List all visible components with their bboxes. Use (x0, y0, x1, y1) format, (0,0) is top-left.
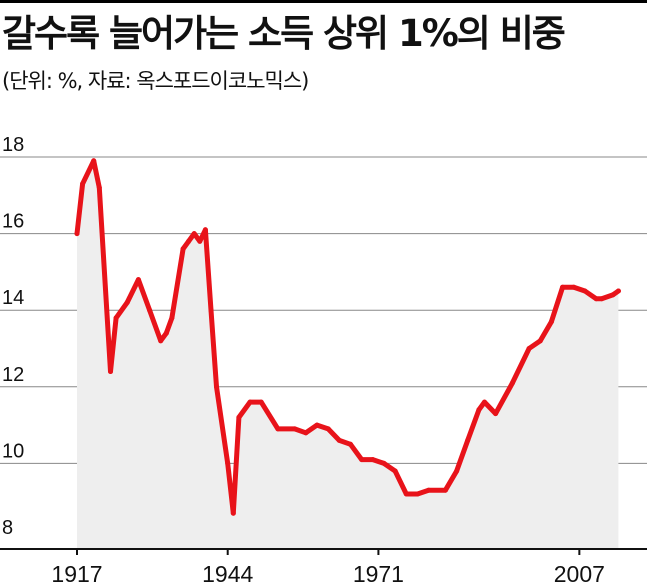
data-point (225, 460, 231, 466)
data-point (403, 491, 409, 497)
y-tick-label: 14 (2, 287, 24, 309)
chart-subtitle: (단위: %, 자료: 옥스포드이코노믹스) (2, 69, 309, 93)
data-point (91, 158, 97, 164)
data-point (236, 414, 242, 420)
y-tick-labels: 8 10 12 14 16 18 (2, 134, 24, 539)
data-point (442, 487, 448, 493)
data-point (381, 460, 387, 466)
data-point (465, 437, 471, 443)
data-point (197, 238, 203, 244)
data-point (303, 430, 309, 436)
data-point (191, 231, 197, 237)
data-point (348, 441, 353, 447)
data-point (108, 369, 113, 374)
data-point (247, 399, 253, 405)
data-point (96, 185, 102, 191)
data-point (392, 468, 398, 474)
data-point (599, 296, 605, 302)
data-point (292, 426, 298, 432)
data-point (325, 426, 331, 432)
x-tick-label: 1944 (202, 561, 253, 586)
data-point (124, 300, 130, 305)
x-tick-label: 1971 (353, 561, 404, 586)
data-point (80, 181, 86, 187)
data-point (426, 487, 432, 493)
data-point (202, 227, 208, 233)
data-point (415, 491, 420, 497)
data-point (454, 468, 460, 474)
data-point (314, 422, 320, 428)
data-point (582, 288, 588, 294)
data-point (147, 307, 153, 313)
top-rule (0, 0, 647, 3)
data-point (610, 292, 616, 298)
data-point (74, 231, 80, 237)
data-point (482, 399, 487, 405)
data-point (571, 284, 577, 290)
data-point (593, 296, 599, 302)
y-tick-label: 10 (2, 440, 24, 462)
data-point (230, 510, 236, 516)
y-tick-label: 18 (2, 134, 24, 156)
data-point (169, 315, 175, 321)
y-tick-label: 12 (2, 364, 24, 386)
data-point (560, 284, 566, 290)
data-point (275, 426, 281, 432)
data-point (476, 407, 482, 413)
data-point (214, 384, 219, 390)
data-point (180, 246, 186, 252)
area-fill (77, 160, 619, 549)
data-point (113, 315, 119, 321)
data-point (615, 288, 621, 294)
data-point (548, 319, 554, 325)
data-point (370, 457, 376, 463)
data-point (537, 338, 543, 344)
data-point (509, 380, 515, 386)
x-tick-label: 1917 (51, 561, 102, 586)
data-point (208, 307, 214, 313)
y-tick-label: 16 (2, 211, 24, 233)
data-point (135, 277, 141, 283)
chart-title: 갈수록 늘어가는 소득 상위 1%의 비중 (2, 12, 566, 55)
x-tick-labels: 1917 1944 1971 2007 (51, 549, 605, 586)
data-point (526, 346, 532, 351)
data-point (186, 238, 192, 244)
data-point (336, 437, 342, 443)
data-point (493, 411, 499, 417)
data-point (163, 330, 169, 336)
y-tick-label: 8 (2, 517, 13, 539)
series-vertices (74, 158, 621, 516)
x-tick-label: 2007 (554, 561, 605, 586)
data-point (258, 399, 264, 405)
data-point (359, 457, 365, 463)
data-point (158, 338, 164, 344)
